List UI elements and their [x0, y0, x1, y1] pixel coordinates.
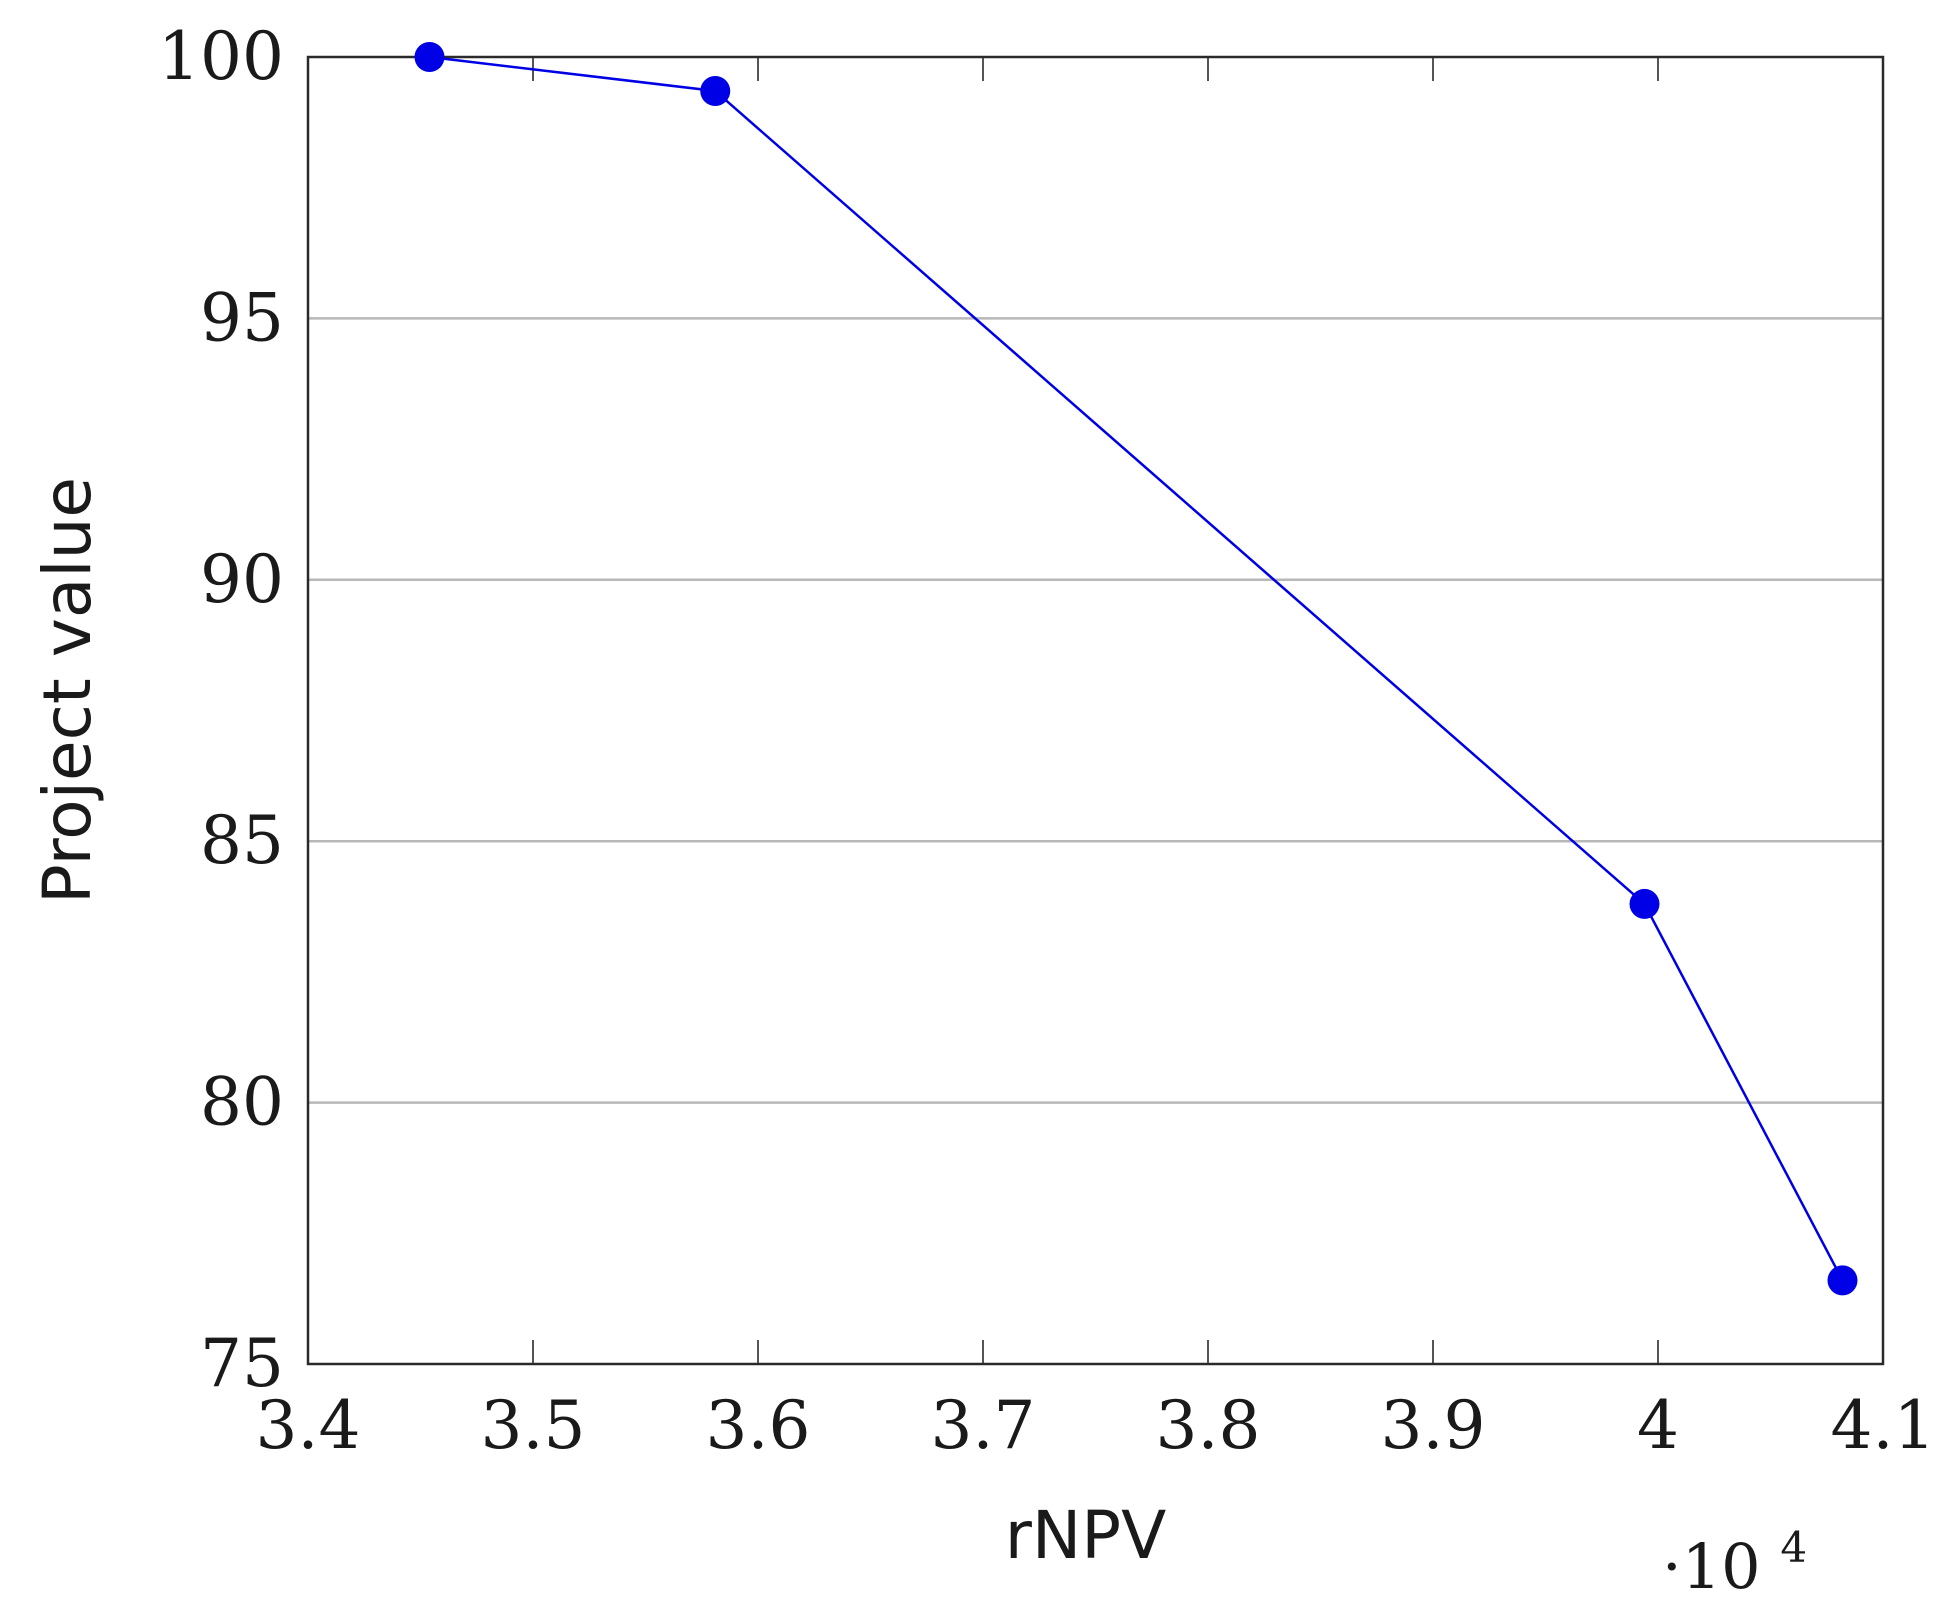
x-tick-label: 3.4	[256, 1387, 361, 1464]
y-tick-label: 100	[158, 18, 284, 95]
y-tick-label: 95	[200, 279, 284, 356]
y-tick-label: 85	[200, 802, 284, 879]
x-tick-label: 3.5	[481, 1387, 586, 1464]
y-axis-title: Project value	[29, 477, 106, 904]
x-axis-multiplier-exponent: 4	[1780, 1523, 1807, 1572]
x-tick-label: 4.1	[1831, 1387, 1936, 1464]
y-gridlines	[308, 317, 1883, 1104]
data-point	[414, 42, 445, 72]
x-axis-multiplier-base: ·10	[1662, 1530, 1761, 1603]
y-tick-label: 75	[200, 1325, 284, 1402]
data-point	[1827, 1265, 1858, 1296]
y-tick-labels: 75 80 85 90 95 100	[158, 18, 284, 1402]
data-point	[700, 75, 731, 106]
x-tick-marks	[532, 57, 1659, 1364]
series-line	[429, 55, 1844, 1281]
x-tick-label: 3.6	[706, 1387, 811, 1464]
x-tick-label: 4	[1637, 1387, 1679, 1464]
y-tick-label: 80	[200, 1064, 284, 1141]
x-axis-title: rNPV	[1005, 1497, 1166, 1574]
x-tick-label: 3.7	[931, 1387, 1036, 1464]
data-point	[1629, 888, 1660, 919]
x-tick-label: 3.9	[1381, 1387, 1486, 1464]
series-layer	[414, 42, 1858, 1296]
plot-area-frame	[306, 55, 1885, 1366]
x-axis-multiplier: ·10 4	[1662, 1523, 1807, 1603]
y-tick-label: 90	[200, 541, 284, 618]
x-tick-label: 3.8	[1156, 1387, 1261, 1464]
x-tick-labels: 3.4 3.5 3.6 3.7 3.8 3.9 4 4.1	[256, 1387, 1936, 1464]
